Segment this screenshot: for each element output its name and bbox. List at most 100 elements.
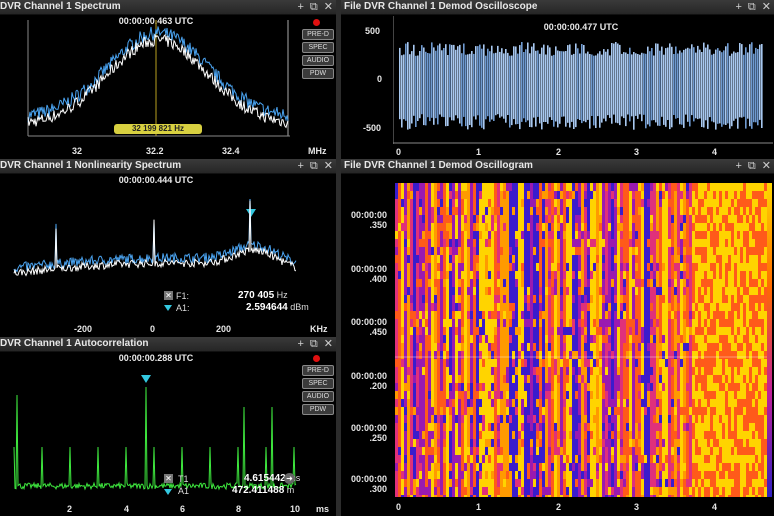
heatmap-cell: [746, 399, 749, 407]
marker-triangle-icon[interactable]: [246, 209, 256, 217]
heatmap-cell: [473, 247, 476, 255]
heatmap-cell: [602, 271, 605, 279]
vertical-divider[interactable]: [336, 0, 341, 516]
heatmap-cell: [575, 183, 578, 191]
close-icon[interactable]: ✕: [323, 338, 333, 350]
heatmap-cell: [719, 231, 722, 239]
close-icon[interactable]: ✕: [323, 160, 333, 172]
heatmap-cell: [446, 335, 449, 343]
heatmap-cell: [602, 487, 605, 495]
heatmap-cell: [566, 271, 569, 279]
heatmap-cell: [746, 383, 749, 391]
pdw-button[interactable]: PDW: [302, 68, 334, 79]
heatmap-cell: [728, 183, 731, 191]
heatmap-cell: [497, 319, 500, 327]
pre-d-button[interactable]: PRE-D: [302, 29, 334, 40]
heatmap-cell: [650, 207, 653, 215]
heatmap-cell: [497, 471, 500, 479]
heatmap-cell: [461, 431, 464, 439]
heatmap-cell: [584, 423, 587, 431]
heatmap-cell: [449, 447, 452, 455]
audio-button[interactable]: AUDIO: [302, 55, 334, 66]
heatmap-cell: [497, 479, 500, 487]
heatmap-cell: [620, 319, 623, 327]
autocorrelation-plot[interactable]: [0, 377, 300, 507]
heatmap-cell: [539, 319, 542, 327]
restore-window-icon[interactable]: ⧉: [747, 160, 756, 172]
close-marker-icon[interactable]: ✕: [164, 474, 173, 483]
restore-window-icon[interactable]: ⧉: [309, 1, 318, 13]
heatmap-cell: [587, 455, 590, 463]
heatmap-cell: [401, 479, 404, 487]
spec-button[interactable]: SPEC: [302, 42, 334, 53]
heatmap-cell: [470, 359, 473, 367]
close-icon[interactable]: ✕: [323, 1, 333, 13]
heatmap-cell: [599, 295, 602, 303]
audio-button[interactable]: AUDIO: [302, 391, 334, 402]
plus-icon[interactable]: +: [735, 160, 742, 172]
heatmap-cell: [518, 471, 521, 479]
heatmap-cell: [746, 439, 749, 447]
spectrum-plot[interactable]: [0, 18, 300, 138]
close-icon[interactable]: ✕: [761, 160, 771, 172]
heatmap-cell: [599, 431, 602, 439]
restore-window-icon[interactable]: ⧉: [747, 1, 756, 13]
heatmap-cell: [560, 199, 563, 207]
heatmap-cell: [512, 351, 515, 359]
plus-icon[interactable]: +: [297, 1, 304, 13]
oscilloscope-plot[interactable]: [393, 16, 773, 144]
heatmap-cell: [536, 295, 539, 303]
heatmap-cell: [500, 279, 503, 287]
heatmap-cell: [503, 263, 506, 271]
heatmap-cell: [593, 447, 596, 455]
plus-icon[interactable]: +: [297, 160, 304, 172]
heatmap-cell: [611, 343, 614, 351]
heatmap-cell: [650, 255, 653, 263]
close-marker-icon[interactable]: ✕: [164, 291, 173, 300]
oscillogram-heatmap[interactable]: [395, 183, 769, 497]
heatmap-cell: [482, 271, 485, 279]
heatmap-cell: [416, 447, 419, 455]
heatmap-cell: [581, 215, 584, 223]
heatmap-cell: [566, 383, 569, 391]
heatmap-cell: [617, 263, 620, 271]
heatmap-cell: [605, 335, 608, 343]
heatmap-cell: [521, 255, 524, 263]
frequency-readout[interactable]: 32 199 821 Hz: [114, 124, 202, 134]
heatmap-cell: [611, 183, 614, 191]
heatmap-cell: [422, 327, 425, 335]
oscilloscope-bar: [521, 42, 523, 122]
heatmap-cell: [620, 223, 623, 231]
heatmap-cell: [707, 183, 710, 191]
pre-d-button[interactable]: PRE-D: [302, 365, 334, 376]
heatmap-cell: [521, 407, 524, 415]
pdw-button[interactable]: PDW: [302, 404, 334, 415]
heatmap-cell: [509, 375, 512, 383]
heatmap-cell: [461, 231, 464, 239]
heatmap-cell: [650, 223, 653, 231]
heatmap-cell: [644, 447, 647, 455]
plus-icon[interactable]: +: [297, 338, 304, 350]
spec-button[interactable]: SPEC: [302, 378, 334, 389]
restore-window-icon[interactable]: ⧉: [309, 338, 318, 350]
restore-window-icon[interactable]: ⧉: [309, 160, 318, 172]
oscilloscope-bar: [501, 48, 503, 117]
heatmap-cell: [692, 279, 695, 287]
heatmap-cell: [524, 391, 527, 399]
heatmap-cell: [425, 383, 428, 391]
arrow-right-icon[interactable]: ➜: [284, 473, 295, 484]
heatmap-cell: [425, 303, 428, 311]
heatmap-cell: [617, 439, 620, 447]
plus-icon[interactable]: +: [735, 1, 742, 13]
heatmap-cell: [569, 303, 572, 311]
close-icon[interactable]: ✕: [761, 1, 771, 13]
heatmap-cell: [545, 303, 548, 311]
heatmap-cell: [638, 231, 641, 239]
heatmap-cell: [695, 431, 698, 439]
heatmap-cell: [572, 191, 575, 199]
marker-triangle-icon[interactable]: [141, 375, 151, 383]
nonlinearity-plot[interactable]: [0, 199, 300, 319]
heatmap-cell: [455, 255, 458, 263]
heatmap-cell: [443, 231, 446, 239]
heatmap-cell: [485, 383, 488, 391]
